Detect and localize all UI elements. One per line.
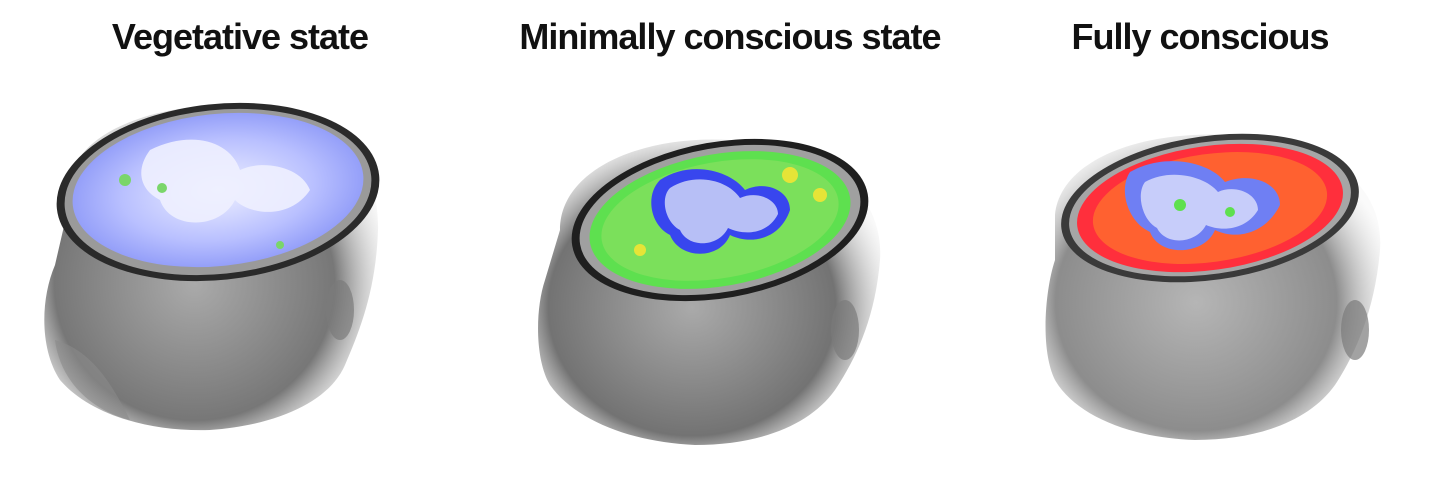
panel-fully-conscious: Fully conscious [960, 0, 1440, 482]
panel-vegetative: Vegetative state [0, 0, 480, 482]
panel-title: Minimally conscious state [519, 16, 941, 57]
brain-scan-vegetative-image [44, 102, 380, 431]
brain-scan-minimally-conscious-image [538, 138, 881, 445]
panel-title: Fully conscious [1071, 16, 1329, 57]
panel-minimally-conscious: Minimally conscious state [490, 0, 970, 482]
brain-scan-fully-conscious-image [1045, 133, 1381, 441]
panel-title: Vegetative state [111, 16, 369, 57]
